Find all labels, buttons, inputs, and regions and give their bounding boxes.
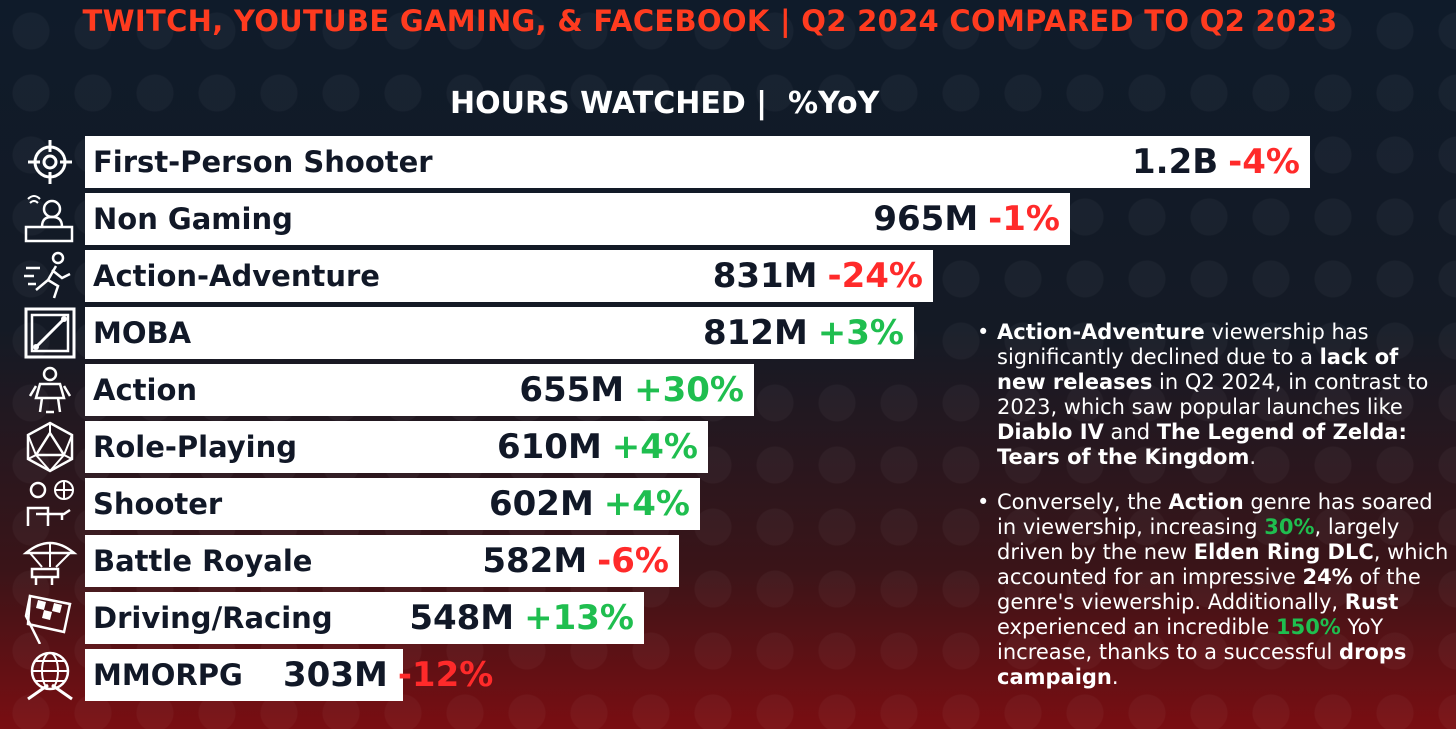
value-label: 303M -12% [283, 649, 493, 701]
value-label: 965M -1% [873, 193, 1060, 245]
category-label: Role-Playing [93, 430, 298, 464]
category-label: MOBA [93, 316, 192, 350]
note-bullet: Conversely, the Action genre has soared … [975, 490, 1450, 690]
bar: Driving/Racing 548M +13% [85, 592, 644, 644]
note-text: Elden Ring DLC [1193, 540, 1374, 564]
bar: MOBA 812M +3% [85, 307, 914, 359]
category-label: Battle Royale [93, 544, 313, 578]
note-text: Rust [1344, 590, 1399, 614]
commentary-notes: Action-Adventure viewership has signific… [975, 320, 1450, 710]
hours-watched-label: 303M [283, 655, 388, 695]
hours-watched-label: 582M [482, 541, 588, 581]
yoy-label: -12% [397, 655, 494, 695]
hours-watched-label: 610M [496, 427, 602, 467]
note-text: , largely driven by the new [997, 515, 1400, 564]
note-bullet: Action-Adventure viewership has signific… [975, 320, 1450, 470]
d20-dice-icon [22, 421, 78, 473]
category-label: Non Gaming [93, 202, 293, 236]
yoy-label: -24% [827, 256, 924, 296]
chart-title: TWITCH, YOUTUBE GAMING, & FACEBOOK | Q2 … [82, 4, 1338, 38]
category-label: Shooter [93, 487, 223, 521]
warrior-icon [22, 364, 78, 416]
yoy-label: +3% [817, 313, 904, 353]
checkered-flag-icon [22, 592, 78, 645]
bar: Action-Adventure 831M -24% [85, 250, 933, 302]
note-text: The Legend of Zelda: Tears of the Kingdo… [997, 420, 1407, 469]
note-text: Action-Adventure [997, 320, 1205, 344]
value-label: 602M +4% [489, 478, 690, 530]
category-label: Action-Adventure [93, 259, 380, 293]
running-person-icon [22, 250, 78, 302]
note-text: experienced an incredible [997, 615, 1276, 639]
soldier-icon [22, 478, 78, 530]
streamer-icon [22, 193, 78, 245]
note-text: 30% [1264, 515, 1315, 539]
note-text: lack of new releases [997, 345, 1399, 394]
bar: Action 655M +30% [85, 364, 754, 416]
note-text: genre has soared in viewership, increasi… [997, 490, 1433, 539]
note-text: , which accounted for an impressive [997, 540, 1449, 589]
hours-watched-label: 655M [519, 370, 625, 410]
bar: Role-Playing 610M +4% [85, 421, 708, 473]
bar: Battle Royale 582M -6% [85, 535, 679, 587]
moba-map-icon [22, 307, 78, 359]
note-text: of the genre's viewership. Additionally, [997, 565, 1421, 614]
crosshair-icon [22, 136, 78, 188]
hours-watched-label: 812M [702, 313, 808, 353]
bar: First-Person Shooter 1.2B -4% [85, 136, 1310, 188]
note-text: viewership has significantly declined du… [997, 320, 1369, 369]
value-label: 1.2B -4% [1132, 136, 1300, 188]
value-label: 812M +3% [703, 307, 904, 359]
value-label: 655M +30% [519, 364, 744, 416]
note-text: in Q2 2024, in contrast to 2023, which s… [997, 370, 1429, 419]
value-label: 548M +13% [409, 592, 634, 644]
category-label: MMORPG [93, 658, 243, 692]
value-label: 831M -24% [713, 250, 923, 302]
yoy-label: -1% [988, 199, 1060, 239]
category-label: Driving/Racing [93, 601, 333, 635]
category-label: Action [93, 373, 198, 407]
value-label: 610M +4% [497, 421, 698, 473]
note-text: drops campaign [997, 640, 1407, 689]
bar: MMORPG 303M -12% [85, 649, 493, 701]
bar: Non Gaming 965M -1% [85, 193, 1070, 245]
globe-swords-icon [22, 649, 78, 701]
note-text: . [1111, 665, 1119, 689]
yoy-label: +13% [524, 598, 634, 638]
note-text: Diablo IV [997, 420, 1104, 444]
hours-watched-label: 965M [873, 199, 979, 239]
yoy-label: +4% [611, 427, 698, 467]
chart-subtitle: HOURS WATCHED | %YoY [450, 86, 880, 121]
note-text: 150% [1275, 615, 1341, 639]
bar: Shooter 602M +4% [85, 478, 700, 530]
note-text: Conversely, the [997, 490, 1169, 514]
yoy-label: -6% [597, 541, 669, 581]
note-text: and [1103, 420, 1157, 444]
note-text: . [1249, 445, 1257, 469]
yoy-label: +30% [634, 370, 744, 410]
note-text: Action [1168, 490, 1244, 514]
parachute-icon [22, 535, 78, 587]
hours-watched-label: 548M [409, 598, 515, 638]
note-text: 24% [1302, 565, 1353, 589]
category-label: First-Person Shooter [93, 145, 433, 179]
hours-watched-label: 831M [712, 256, 818, 296]
yoy-label: +4% [603, 484, 690, 524]
hours-watched-label: 1.2B [1132, 142, 1219, 182]
note-text: YoY increase, thanks to a successful [997, 615, 1384, 664]
value-label: 582M -6% [482, 535, 669, 587]
yoy-label: -4% [1228, 142, 1300, 182]
hours-watched-label: 602M [488, 484, 594, 524]
